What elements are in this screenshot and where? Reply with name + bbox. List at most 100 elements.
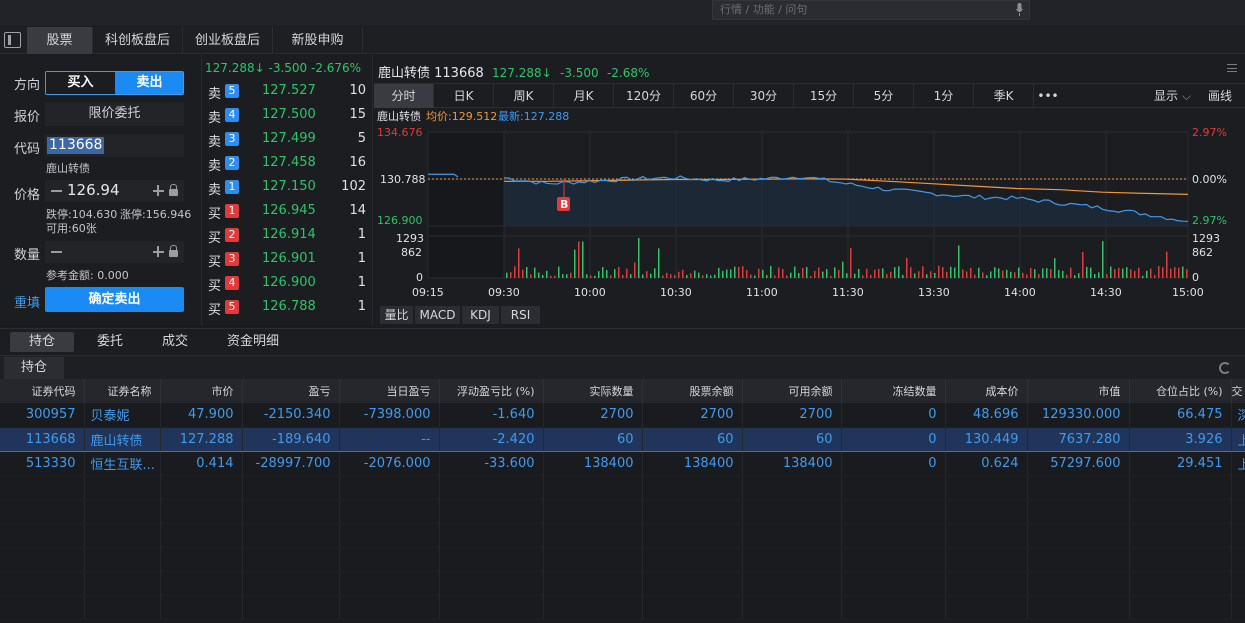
- period-tab[interactable]: 季K: [974, 84, 1034, 108]
- column-header[interactable]: 实际数量: [543, 379, 643, 403]
- code-input[interactable]: 113668: [45, 134, 184, 157]
- volume-bar: [898, 266, 900, 278]
- tab-fund-details[interactable]: 资金明细: [226, 334, 279, 349]
- empty-cell: [945, 547, 1028, 572]
- volume-bar: [1162, 267, 1164, 278]
- microphone-icon[interactable]: [1016, 3, 1023, 16]
- lock-icon[interactable]: [169, 245, 178, 257]
- book-row[interactable]: 卖 2 127.458 16: [202, 151, 372, 175]
- volume-bar: [1046, 268, 1048, 278]
- book-row[interactable]: 卖 4 127.500 15: [202, 103, 372, 127]
- reset-link[interactable]: 重填: [14, 296, 41, 311]
- search-input[interactable]: 行情 / 功能 / 问句: [712, 0, 1030, 20]
- column-header[interactable]: 可用余额: [742, 379, 842, 403]
- plus-icon[interactable]: [153, 185, 164, 196]
- book-row[interactable]: 买 2 126.914 1: [202, 223, 372, 247]
- book-row[interactable]: 买 5 126.788 1: [202, 295, 372, 319]
- period-tab[interactable]: 60分: [674, 84, 734, 108]
- table-row[interactable]: 300957 贝泰妮 47.900 -2150.340 -7398.000 -1.640 2…: [0, 403, 1245, 428]
- tab-ipo-subscription[interactable]: 新股申购: [273, 27, 363, 54]
- table-row[interactable]: 113668 鹿山转债 127.288 -189.640 -- -2.420 60 60 60 0…: [0, 426, 1245, 452]
- book-level: 3: [225, 132, 239, 146]
- price-stepper[interactable]: 126.94: [45, 180, 184, 202]
- period-tab[interactable]: 1分: [914, 84, 974, 108]
- indicator-tab[interactable]: RSI: [501, 306, 541, 324]
- buy-button[interactable]: 买入: [46, 72, 115, 94]
- lock-icon[interactable]: [169, 184, 178, 196]
- refresh-icon[interactable]: [1219, 362, 1231, 374]
- column-header[interactable]: 证券名称: [84, 379, 161, 403]
- column-header[interactable]: 仓位占比 (%): [1129, 379, 1232, 403]
- sell-button[interactable]: 卖出: [115, 72, 183, 94]
- column-header[interactable]: 盈亏: [242, 379, 340, 403]
- period-tab[interactable]: 月K: [554, 84, 614, 108]
- table-cell: 127.288: [160, 426, 243, 452]
- menu-icon[interactable]: [1227, 64, 1237, 72]
- book-row[interactable]: 卖 1 127.150 102: [202, 175, 372, 199]
- period-tab[interactable]: 日K: [434, 84, 494, 108]
- tab-stocks[interactable]: 股票: [27, 27, 93, 54]
- column-header[interactable]: 市值: [1027, 379, 1130, 403]
- volume-bar: [922, 266, 924, 278]
- intraday-chart[interactable]: 鹿山转债 均价:129.512 最新:127.288 134.676 130.788 12…: [374, 108, 1245, 304]
- volume-bar: [1154, 275, 1156, 278]
- minus-icon[interactable]: [51, 190, 62, 192]
- quantity-stepper[interactable]: [45, 241, 184, 263]
- code-value: 113668: [47, 137, 105, 154]
- book-row[interactable]: 买 4 126.900 1: [202, 271, 372, 295]
- minus-icon[interactable]: [51, 251, 62, 253]
- indicator-tab[interactable]: 量比: [380, 306, 414, 324]
- period-tab[interactable]: 120分: [614, 84, 674, 108]
- column-header[interactable]: 当日盈亏: [339, 379, 440, 403]
- table-cell: 138400: [642, 451, 743, 476]
- plus-icon[interactable]: [153, 246, 164, 257]
- display-dropdown[interactable]: 显示 ⌵: [1154, 84, 1191, 108]
- subtab-positions[interactable]: 持仓: [4, 357, 64, 379]
- volume-bar: [566, 274, 568, 278]
- column-header[interactable]: 股票余额: [642, 379, 743, 403]
- draw-line-button[interactable]: 画线: [1208, 89, 1233, 103]
- volume-bar: [530, 274, 532, 278]
- table-cell: 513330: [0, 451, 85, 476]
- column-header[interactable]: 浮动盈亏比 (%): [439, 379, 544, 403]
- price-type-select[interactable]: 限价委托: [45, 102, 184, 126]
- empty-cell: [642, 571, 743, 596]
- column-header[interactable]: 证券代码: [0, 379, 85, 403]
- volume-bar: [1170, 268, 1172, 278]
- book-row[interactable]: 卖 5 127.527 10: [202, 79, 372, 103]
- period-tab[interactable]: 周K: [494, 84, 554, 108]
- table-cell: 0.624: [945, 451, 1028, 476]
- buy-marker-label: B: [560, 198, 568, 211]
- indicator-tab[interactable]: MACD: [415, 306, 461, 324]
- empty-cell: [0, 499, 85, 524]
- tab-gem-after-hours[interactable]: 创业板盘后: [183, 27, 273, 54]
- time-label: 10:30: [660, 286, 692, 299]
- period-tab[interactable]: 分时: [374, 84, 434, 108]
- table-row[interactable]: 513330 恒生互联... 0.414 -28997.700 -2076.000 -33…: [0, 451, 1245, 476]
- period-tab[interactable]: •••: [1037, 89, 1059, 103]
- sidebar-toggle-icon[interactable]: [4, 32, 21, 48]
- tab-orders[interactable]: 委托: [96, 334, 123, 349]
- tab-positions[interactable]: 持仓: [10, 332, 74, 352]
- tab-star-after-hours[interactable]: 科创板盘后: [93, 27, 183, 54]
- tab-trades[interactable]: 成交: [161, 334, 188, 349]
- indicator-tab[interactable]: KDJ: [462, 306, 500, 324]
- empty-cell: [0, 547, 85, 572]
- volume-bar: [822, 271, 824, 278]
- volume-bar: [1042, 268, 1044, 278]
- confirm-sell-button[interactable]: 确定卖出: [45, 287, 184, 312]
- book-row[interactable]: 买 3 126.901 1: [202, 247, 372, 271]
- book-row[interactable]: 卖 3 127.499 5: [202, 127, 372, 151]
- period-tab[interactable]: 30分: [734, 84, 794, 108]
- period-tab[interactable]: 5分: [854, 84, 914, 108]
- empty-cell: [945, 475, 1028, 500]
- period-tab[interactable]: 15分: [794, 84, 854, 108]
- vol-mid-label: 862: [401, 246, 422, 259]
- positions-table: 证券代码 证券名称 市价 盈亏 当日盈亏 浮动盈亏比 (%) 实际数量 股票余额 可用余额 冻结数…: [0, 379, 1245, 623]
- column-header[interactable]: 冻结数量: [841, 379, 946, 403]
- book-row[interactable]: 买 1 126.945 14: [202, 199, 372, 223]
- volume-bar: [982, 272, 984, 278]
- column-header[interactable]: 成本价: [945, 379, 1028, 403]
- column-header[interactable]: 市价: [160, 379, 243, 403]
- column-header[interactable]: 交: [1231, 379, 1245, 403]
